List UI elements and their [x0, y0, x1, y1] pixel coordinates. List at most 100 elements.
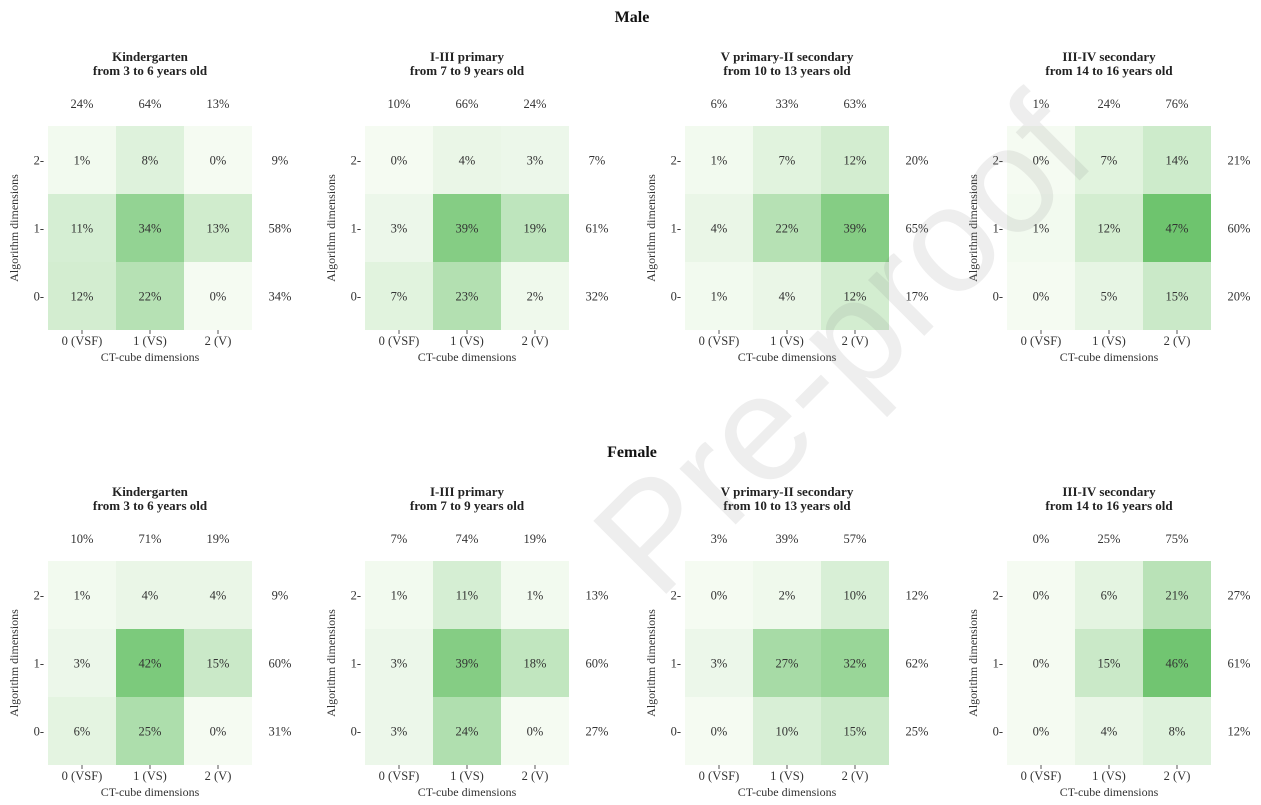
heatmap-cell	[1075, 126, 1143, 194]
panel-subtitle: from 10 to 13 years old	[723, 63, 851, 78]
cell-value-label: 23%	[456, 290, 479, 304]
y-tick-label: 1-	[993, 657, 1003, 671]
cell-value-label: 3%	[74, 657, 91, 671]
heatmap-cell	[753, 561, 821, 629]
y-tick-label: 1-	[34, 222, 44, 236]
heatmap-cell	[821, 629, 889, 697]
column-total-label: 25%	[1098, 532, 1121, 546]
column-total-label: 76%	[1166, 97, 1189, 111]
row-total-label: 32%	[586, 290, 609, 304]
y-tick-label: 1-	[993, 222, 1003, 236]
x-tick-label: 0 (VSF)	[699, 769, 740, 783]
y-tick-label: 0-	[34, 725, 44, 739]
cell-value-label: 7%	[779, 154, 796, 168]
cell-value-label: 15%	[1098, 657, 1121, 671]
cell-value-label: 0%	[210, 154, 227, 168]
x-tick-label: 0 (VSF)	[379, 334, 420, 348]
panel-subtitle: from 3 to 6 years old	[93, 498, 208, 513]
x-tick-label: 2 (V)	[1164, 769, 1191, 783]
cell-value-label: 4%	[210, 589, 227, 603]
cell-value-label: 47%	[1166, 222, 1189, 236]
cell-value-label: 10%	[776, 725, 799, 739]
x-tick-label: 2 (V)	[205, 769, 232, 783]
heatmap-cell	[685, 126, 753, 194]
y-axis-label: Algorithm dimensions	[966, 609, 980, 717]
x-tick-label: 1 (VS)	[1092, 769, 1126, 783]
cell-value-label: 3%	[391, 657, 408, 671]
heatmap-cell	[1007, 561, 1075, 629]
x-tick-label: 1 (VS)	[770, 769, 804, 783]
column-total-label: 24%	[524, 97, 547, 111]
y-tick-label: 1-	[671, 657, 681, 671]
heatmap-cell	[433, 697, 501, 765]
x-tick-label: 1 (VS)	[133, 334, 167, 348]
cell-value-label: 1%	[74, 589, 91, 603]
heatmap-cell	[1075, 561, 1143, 629]
x-axis-label: CT-cube dimensions	[418, 785, 517, 799]
heatmap-cell	[753, 194, 821, 262]
y-tick-label: 0-	[993, 725, 1003, 739]
heatmap-cell	[1143, 126, 1211, 194]
panel-title: III-IV secondary	[1062, 484, 1156, 499]
x-tick-label: 0 (VSF)	[62, 334, 103, 348]
heatmap-cell	[48, 629, 116, 697]
row-total-label: 65%	[906, 222, 929, 236]
heatmap-cell	[1007, 697, 1075, 765]
x-tick-label: 1 (VS)	[133, 769, 167, 783]
heatmap-cell	[365, 194, 433, 262]
panel-subtitle: from 10 to 13 years old	[723, 498, 851, 513]
cell-value-label: 11%	[456, 589, 478, 603]
x-axis-label: CT-cube dimensions	[418, 350, 517, 364]
panel-subtitle: from 7 to 9 years old	[410, 63, 525, 78]
cell-value-label: 2%	[779, 589, 796, 603]
x-tick-label: 0 (VSF)	[699, 334, 740, 348]
heatmap-cell	[821, 262, 889, 330]
y-tick-label: 2-	[351, 154, 361, 168]
cell-value-label: 4%	[779, 290, 796, 304]
heatmap-cell	[1143, 194, 1211, 262]
cell-value-label: 32%	[844, 657, 867, 671]
y-tick-label: 0-	[671, 725, 681, 739]
y-tick-label: 1-	[34, 657, 44, 671]
column-total-label: 64%	[139, 97, 162, 111]
heatmap-cell	[1007, 126, 1075, 194]
cell-value-label: 0%	[711, 589, 728, 603]
column-total-label: 24%	[71, 97, 94, 111]
cell-value-label: 39%	[456, 222, 479, 236]
y-tick-label: 0-	[993, 290, 1003, 304]
row-total-label: 9%	[272, 589, 289, 603]
panel-subtitle: from 3 to 6 years old	[93, 63, 208, 78]
row-total-label: 60%	[269, 657, 292, 671]
cell-value-label: 18%	[524, 657, 547, 671]
cell-value-label: 0%	[210, 290, 227, 304]
y-axis-label: Algorithm dimensions	[7, 174, 21, 282]
panel-title: V primary-II secondary	[721, 484, 854, 499]
heatmap-cell	[821, 561, 889, 629]
cell-value-label: 1%	[527, 589, 544, 603]
cell-value-label: 4%	[711, 222, 728, 236]
x-axis-label: CT-cube dimensions	[1060, 350, 1159, 364]
cell-value-label: 39%	[456, 657, 479, 671]
heatmap-cell	[48, 126, 116, 194]
cell-value-label: 39%	[844, 222, 867, 236]
y-axis-label: Algorithm dimensions	[7, 609, 21, 717]
column-total-label: 19%	[207, 532, 230, 546]
heatmap-cell	[48, 262, 116, 330]
heatmap-cell	[1143, 697, 1211, 765]
cell-value-label: 3%	[391, 222, 408, 236]
column-total-label: 0%	[1033, 532, 1050, 546]
column-total-label: 13%	[207, 97, 230, 111]
cell-value-label: 22%	[139, 290, 162, 304]
x-tick-label: 2 (V)	[522, 769, 549, 783]
panel-title: V primary-II secondary	[721, 49, 854, 64]
column-total-label: 7%	[391, 532, 408, 546]
row-total-label: 12%	[1228, 725, 1251, 739]
heatmap-cell	[116, 262, 184, 330]
panel-subtitle: from 14 to 16 years old	[1045, 498, 1173, 513]
cell-value-label: 22%	[776, 222, 799, 236]
heatmap-cell	[685, 697, 753, 765]
heatmap-cell	[501, 561, 569, 629]
heatmap-cell	[501, 194, 569, 262]
heatmap-cell	[48, 194, 116, 262]
cell-value-label: 12%	[1098, 222, 1121, 236]
